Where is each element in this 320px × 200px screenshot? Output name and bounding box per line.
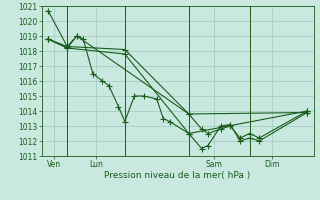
X-axis label: Pression niveau de la mer( hPa ): Pression niveau de la mer( hPa ) (104, 171, 251, 180)
